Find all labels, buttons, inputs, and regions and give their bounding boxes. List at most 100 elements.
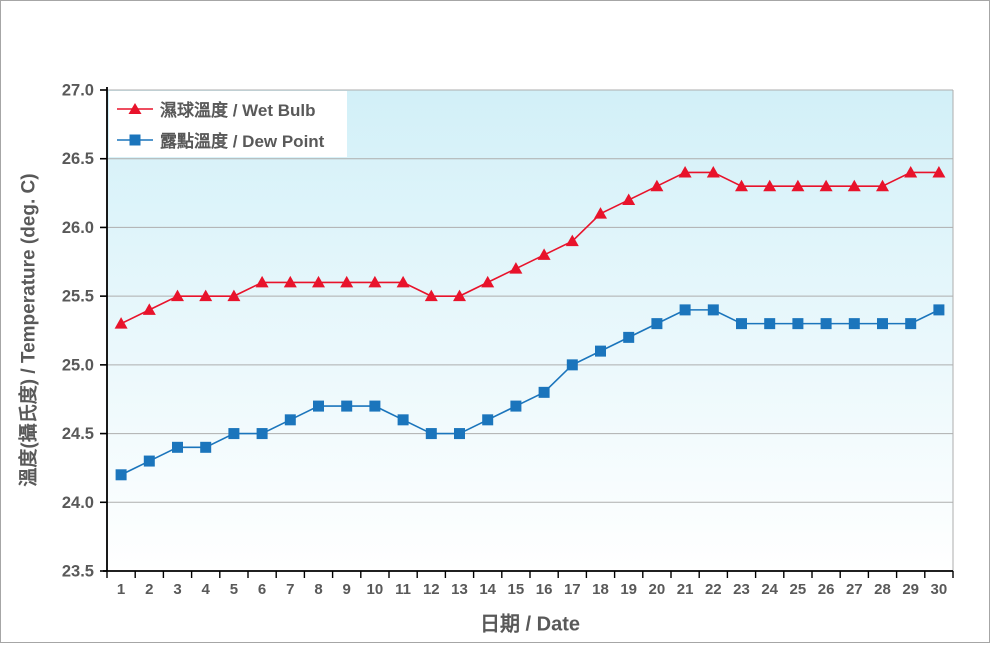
dew-point-marker bbox=[566, 359, 578, 371]
wet-bulb-marker bbox=[368, 275, 382, 288]
x-tick-label: 23 bbox=[733, 581, 750, 598]
wet-bulb-marker bbox=[932, 165, 946, 178]
x-tick-label: 6 bbox=[258, 581, 266, 598]
dew-point-marker bbox=[482, 414, 494, 426]
x-tick-label: 14 bbox=[479, 581, 496, 598]
dew-point-marker bbox=[848, 318, 860, 330]
dew-point-marker-icon bbox=[117, 134, 153, 145]
x-tick-label: 21 bbox=[677, 581, 694, 598]
wet-bulb-marker-icon bbox=[117, 102, 153, 114]
wet-bulb-marker bbox=[283, 275, 297, 288]
dew-point-marker bbox=[143, 455, 155, 467]
wet-bulb-marker bbox=[791, 179, 805, 192]
x-tick-label: 26 bbox=[818, 581, 835, 598]
wet-bulb-marker bbox=[114, 317, 128, 329]
x-tick-label: 11 bbox=[395, 581, 411, 598]
x-tick-label: 20 bbox=[649, 581, 666, 598]
x-tick-label: 28 bbox=[874, 581, 891, 598]
dew-point-marker bbox=[228, 428, 240, 440]
y-tick-label: 26.5 bbox=[62, 150, 94, 168]
y-tick-label: 25.0 bbox=[62, 356, 94, 374]
x-axis-title: 日期 / Date bbox=[479, 613, 581, 636]
dew-point-marker bbox=[651, 318, 663, 330]
x-tick-label: 2 bbox=[145, 581, 153, 598]
y-tick-label: 24.5 bbox=[62, 425, 94, 443]
legend: 濕球溫度 / Wet Bulb 露點溫度 / Dew Point bbox=[109, 91, 347, 157]
dew-point-marker bbox=[172, 441, 183, 453]
dew-point-marker bbox=[369, 400, 381, 412]
wet-bulb-marker bbox=[171, 289, 184, 302]
dew-point-marker bbox=[454, 428, 465, 440]
y-tick-label: 27.0 bbox=[62, 82, 94, 100]
x-tick-label: 15 bbox=[508, 581, 525, 598]
wet-bulb-marker bbox=[650, 179, 664, 192]
y-tick-label: 24.0 bbox=[62, 494, 94, 512]
x-tick-label: 30 bbox=[931, 581, 948, 598]
legend-item-wet-bulb: 濕球溫度 / Wet Bulb bbox=[117, 96, 347, 121]
dew-point-marker bbox=[736, 318, 747, 330]
x-tick-label: 9 bbox=[343, 581, 351, 598]
dew-point-marker bbox=[792, 318, 804, 330]
dew-point-marker bbox=[623, 331, 635, 343]
wet-bulb-marker bbox=[904, 165, 918, 178]
x-tick-label: 10 bbox=[367, 581, 384, 598]
dew-point-marker bbox=[905, 318, 917, 330]
x-tick-label: 25 bbox=[790, 581, 807, 598]
x-tick-label: 13 bbox=[451, 581, 468, 598]
y-axis-title: 溫度(攝氏度) / Temperature (deg. C) bbox=[18, 173, 40, 487]
wet-bulb-marker bbox=[678, 165, 692, 178]
dew-point-marker bbox=[933, 304, 945, 316]
dew-point-marker bbox=[313, 400, 324, 412]
x-tick-label: 19 bbox=[620, 581, 637, 598]
wet-bulb-marker bbox=[594, 207, 607, 219]
wet-bulb-marker bbox=[424, 289, 438, 302]
x-tick-label: 17 bbox=[564, 581, 581, 598]
dew-point-marker bbox=[764, 318, 776, 330]
dew-point-marker bbox=[595, 345, 606, 357]
wet-bulb-marker bbox=[537, 248, 551, 260]
dew-point-marker bbox=[510, 400, 522, 412]
wet-bulb-marker bbox=[763, 179, 777, 192]
wet-bulb-marker bbox=[453, 289, 466, 302]
dew-point-marker bbox=[341, 400, 353, 412]
wet-bulb-marker bbox=[735, 179, 748, 192]
plot-area bbox=[107, 90, 953, 571]
y-tick-label: 23.5 bbox=[62, 563, 94, 581]
wet-bulb-marker bbox=[622, 193, 636, 205]
dew-point-marker bbox=[538, 386, 550, 398]
y-tick-label: 25.5 bbox=[62, 288, 94, 306]
wet-bulb-marker bbox=[340, 275, 354, 288]
x-tick-label: 5 bbox=[230, 581, 238, 598]
dew-point-marker bbox=[820, 318, 832, 330]
x-tick-label: 3 bbox=[173, 581, 181, 598]
wet-bulb-marker bbox=[312, 275, 325, 288]
wet-bulb-marker bbox=[706, 165, 720, 178]
dew-point-marker bbox=[256, 428, 268, 440]
x-tick-label: 4 bbox=[202, 581, 211, 598]
x-tick-label: 29 bbox=[902, 581, 919, 598]
wet-bulb-marker bbox=[509, 262, 523, 274]
y-tick-label: 26.0 bbox=[62, 219, 94, 237]
wet-bulb-marker bbox=[255, 275, 269, 288]
x-tick-label: 24 bbox=[761, 581, 778, 598]
x-tick-label: 1 bbox=[117, 581, 125, 598]
dew-point-marker bbox=[115, 469, 127, 481]
x-tick-label: 12 bbox=[423, 581, 440, 598]
wet-bulb-marker bbox=[565, 234, 579, 247]
x-tick-label: 22 bbox=[705, 581, 722, 598]
dew-point-marker bbox=[284, 414, 296, 426]
dew-point-marker bbox=[200, 441, 212, 453]
wet-bulb-marker bbox=[876, 179, 889, 192]
x-tick-label: 27 bbox=[846, 581, 863, 598]
dew-point-marker bbox=[425, 428, 437, 440]
dew-point-marker bbox=[707, 304, 719, 316]
wet-bulb-marker bbox=[199, 289, 213, 302]
x-tick-label: 8 bbox=[314, 581, 322, 598]
wet-bulb-marker bbox=[847, 179, 861, 192]
wet-bulb-marker bbox=[227, 289, 241, 302]
x-tick-label: 18 bbox=[592, 581, 609, 598]
wet-bulb-marker bbox=[819, 179, 833, 192]
dew-point-marker bbox=[877, 318, 888, 330]
x-tick-label: 7 bbox=[286, 581, 294, 598]
